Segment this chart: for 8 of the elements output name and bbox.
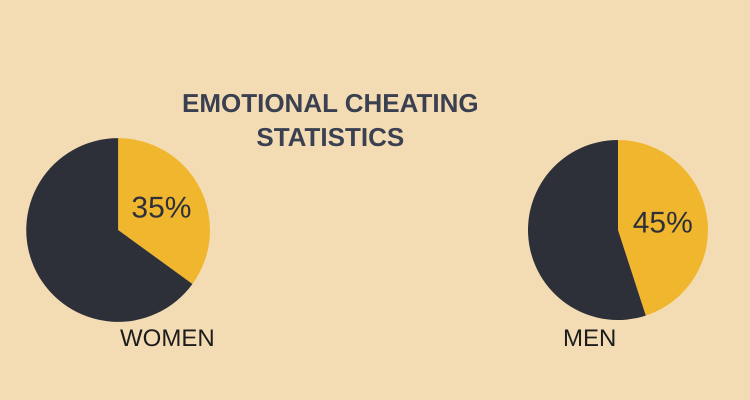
data-label: 35% <box>131 191 192 224</box>
data-label: 45% <box>632 206 693 240</box>
pie-slice <box>118 138 210 284</box>
pie-slice <box>618 140 708 316</box>
text: WOMEN <box>120 325 215 352</box>
text: EMOTIONAL CHEATING STATISTICS <box>182 88 479 152</box>
pie-slice <box>26 138 192 322</box>
text: MEN <box>563 325 616 352</box>
